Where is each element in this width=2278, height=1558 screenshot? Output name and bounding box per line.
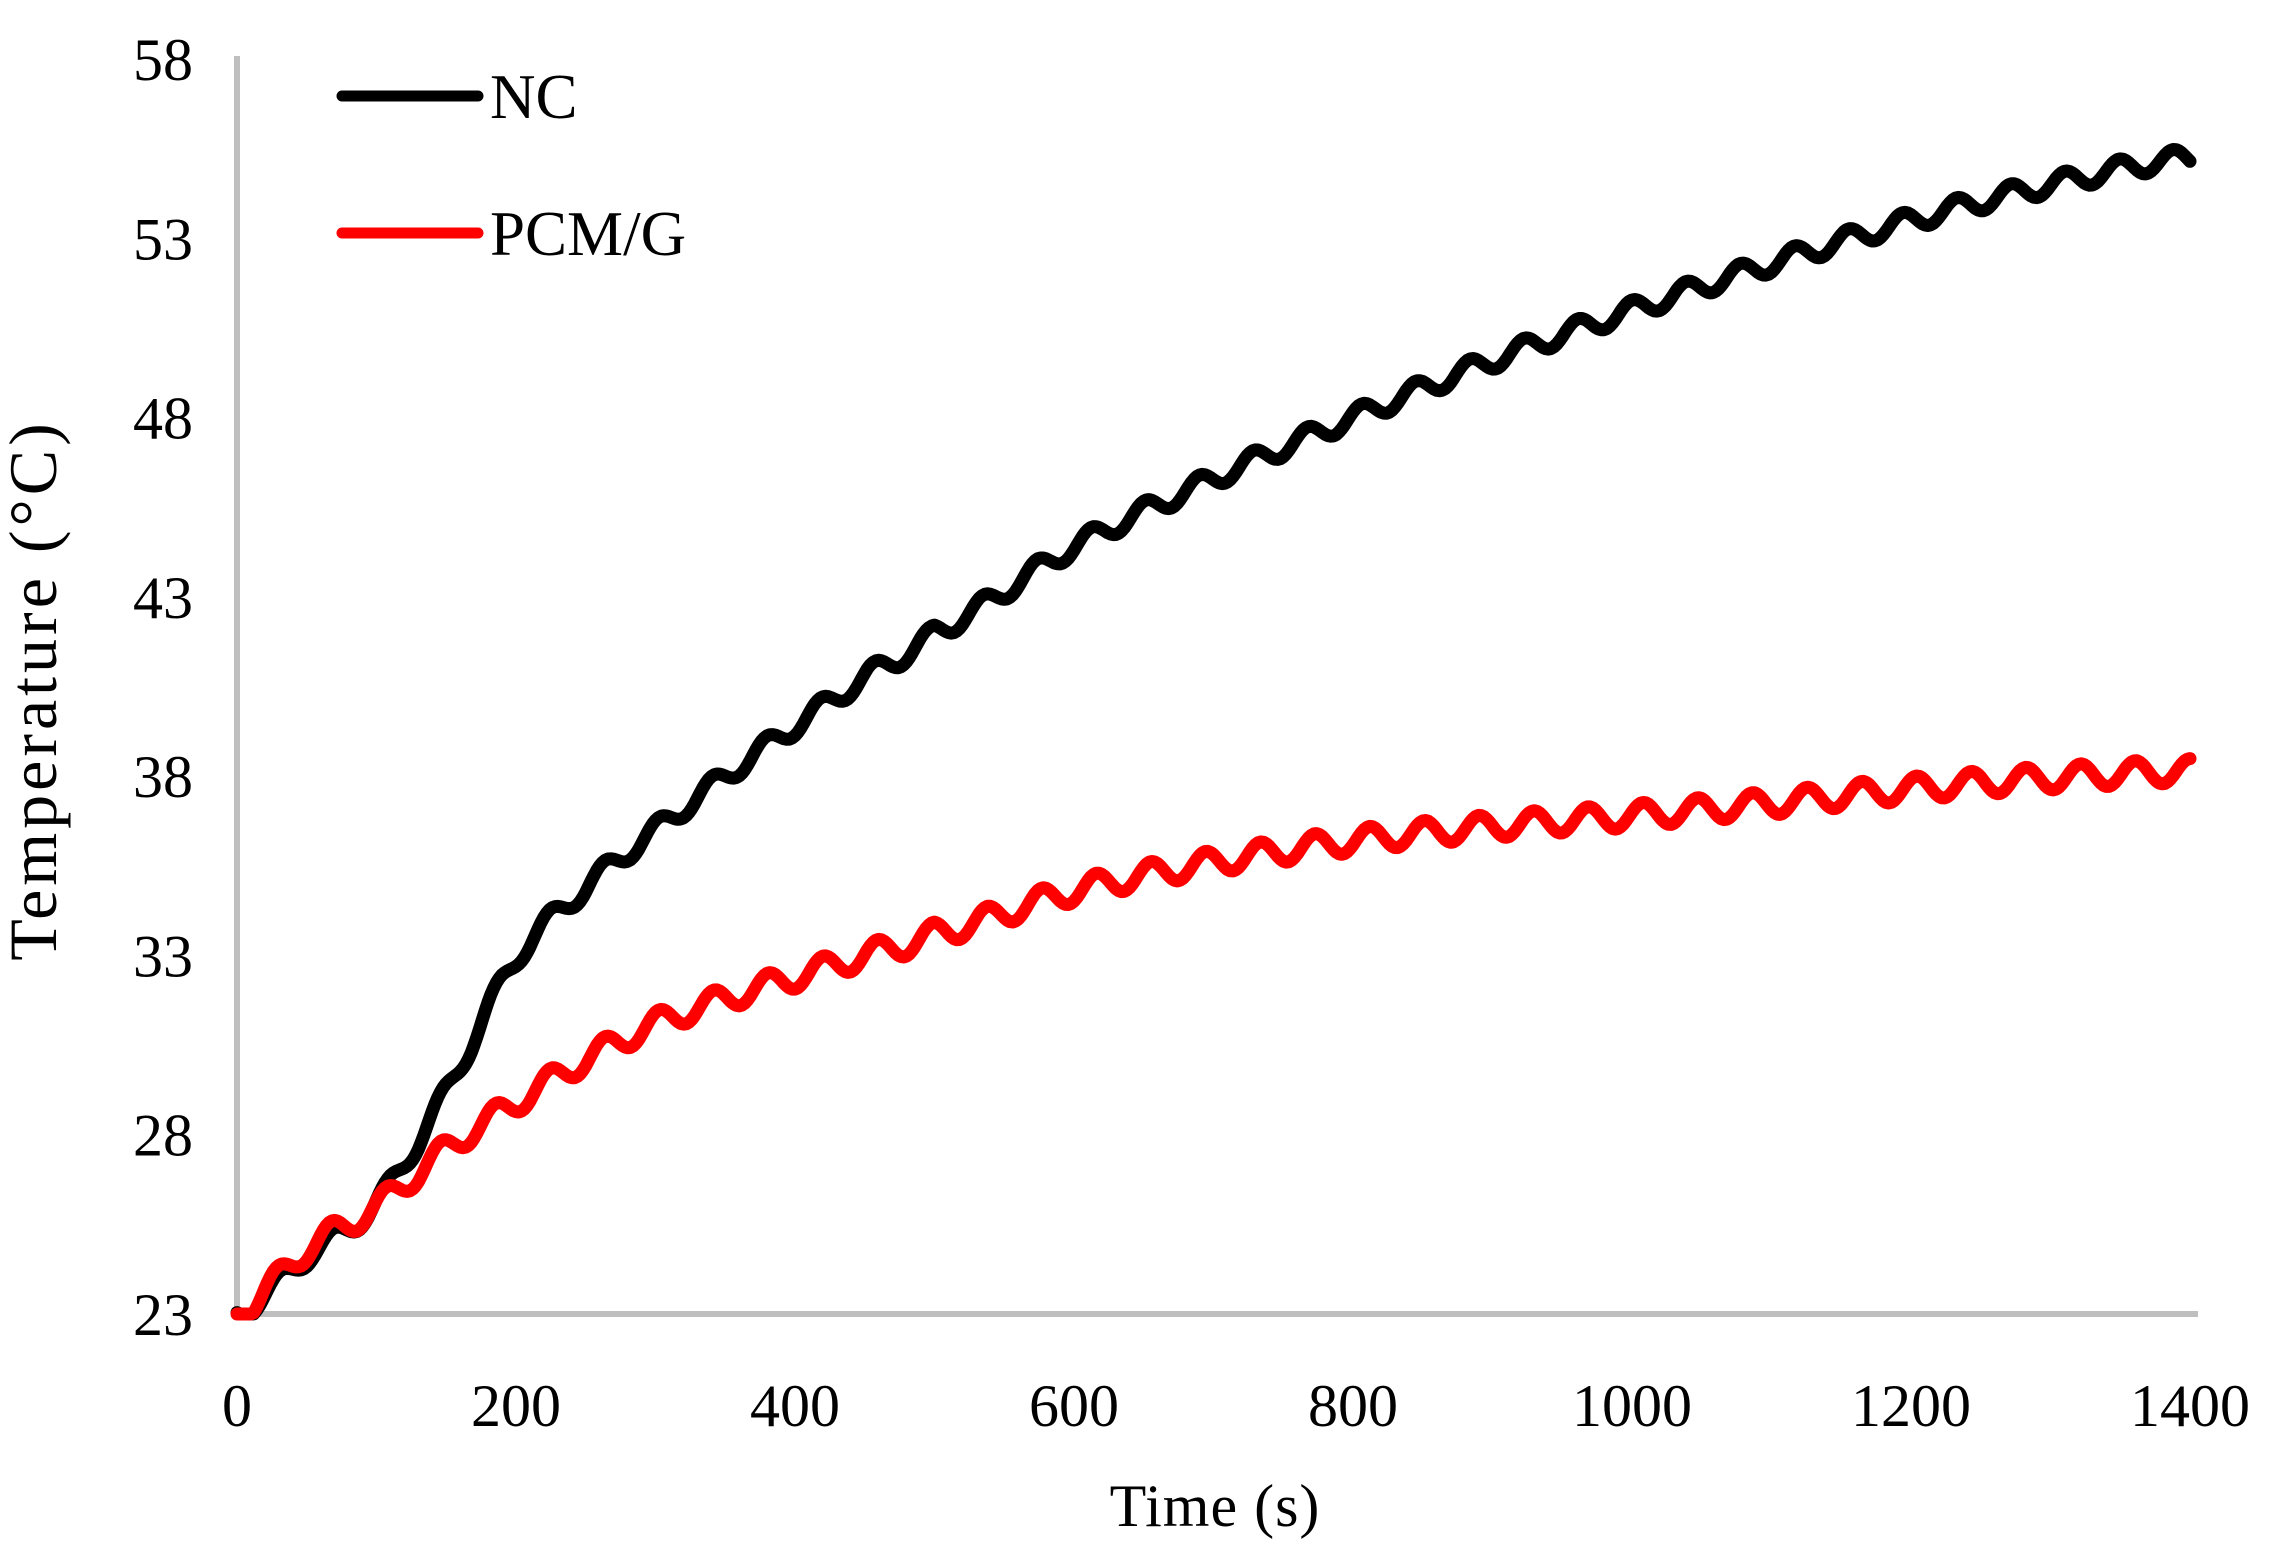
series-lines: [230, 143, 2197, 1321]
x-tick-600: 600: [1029, 1373, 1119, 1439]
y-tick-58: 58: [133, 27, 193, 93]
series-line-pcm-g: [230, 752, 2197, 1321]
y-tick-33: 33: [133, 923, 193, 989]
legend: NC PCM/G: [336, 62, 686, 269]
x-tick-0: 0: [222, 1373, 252, 1439]
x-tick-400: 400: [750, 1373, 840, 1439]
axes: [233, 56, 2198, 1317]
x-tick-200: 200: [471, 1373, 561, 1439]
y-tick-labels: 58 53 48 43 38 33 28 23: [133, 27, 193, 1348]
x-axis-title: Time (s): [1110, 1473, 1321, 1539]
y-tick-28: 28: [133, 1103, 193, 1169]
x-tick-1000: 1000: [1572, 1373, 1692, 1439]
x-tick-800: 800: [1308, 1373, 1398, 1439]
y-tick-43: 43: [133, 565, 193, 631]
x-tick-1200: 1200: [1851, 1373, 1971, 1439]
y-tick-23: 23: [133, 1282, 193, 1348]
legend-label-pcmg: PCM/G: [490, 199, 686, 269]
y-tick-38: 38: [133, 744, 193, 810]
x-tick-labels: 0 200 400 600 800 1000 1200 1400: [222, 1373, 2250, 1439]
y-tick-48: 48: [133, 386, 193, 452]
y-axis-title: Temperature (°C): [0, 419, 71, 960]
x-tick-1400: 1400: [2130, 1373, 2250, 1439]
series-line-nc: [230, 143, 2197, 1321]
y-tick-53: 53: [133, 206, 193, 272]
legend-label-nc: NC: [490, 62, 578, 132]
